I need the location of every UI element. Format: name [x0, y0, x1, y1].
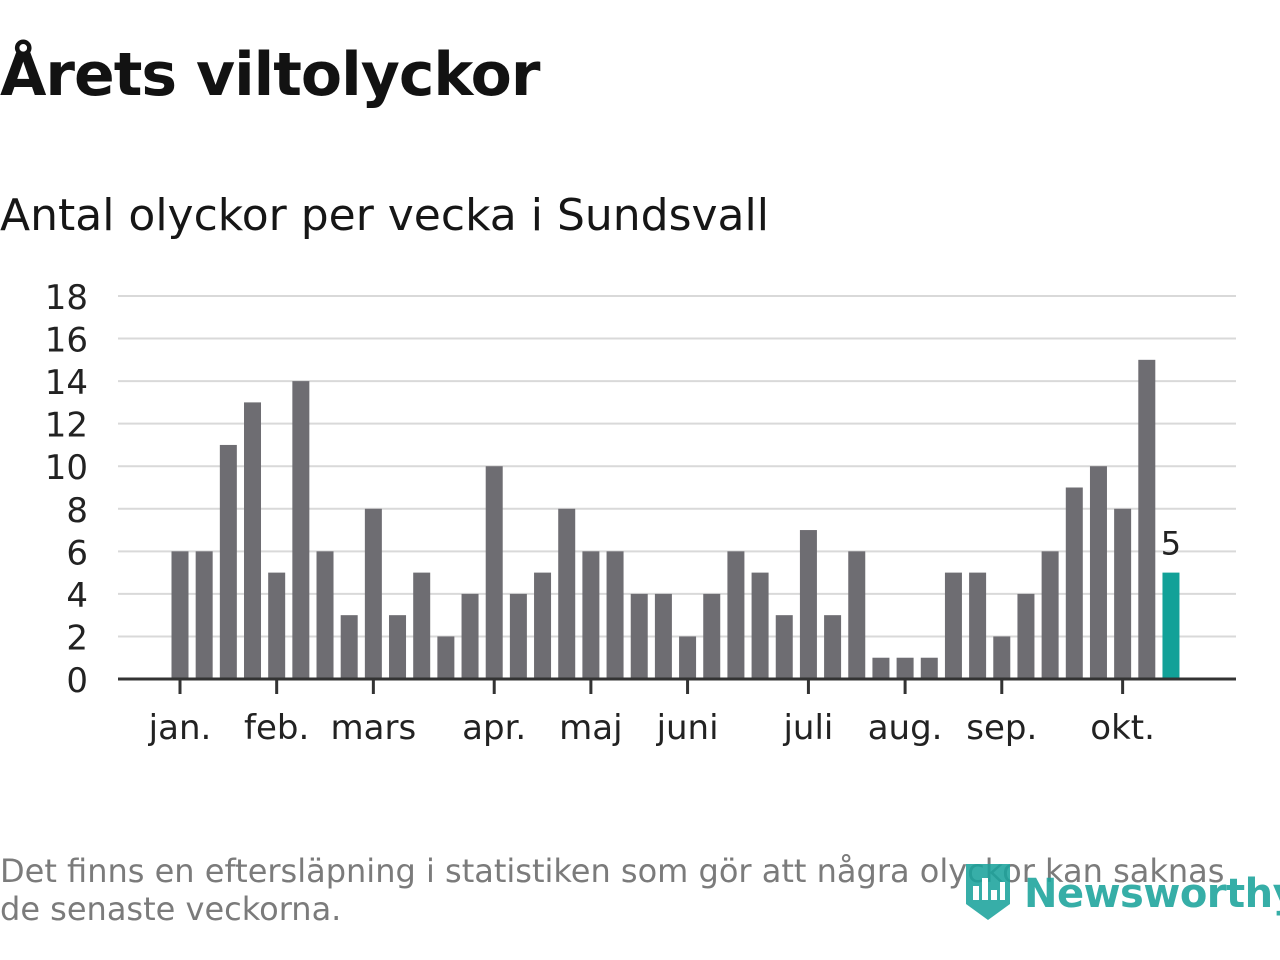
y-tick-label: 12	[45, 406, 88, 446]
y-tick-label: 0	[66, 661, 88, 701]
bar	[824, 615, 842, 679]
bar	[582, 551, 600, 679]
x-tick-label: apr.	[462, 708, 526, 748]
bar	[558, 508, 576, 679]
y-tick-label: 14	[45, 363, 88, 403]
bar	[219, 444, 237, 679]
x-axis-labels: jan. feb. mars apr. maj juni juli aug. sep. okt.	[148, 708, 1155, 748]
x-tick-label: jan.	[148, 708, 212, 748]
footnote: Det finns en eftersläpning i statistiken…	[0, 852, 1225, 928]
bar	[268, 572, 286, 679]
x-tick-label: juli	[782, 708, 833, 748]
bar	[630, 593, 648, 679]
y-tick-label: 10	[45, 448, 88, 488]
bar	[195, 551, 213, 679]
brand-logo: Newsworthy	[962, 862, 1280, 926]
x-tick-label: feb.	[244, 708, 309, 748]
bar	[244, 402, 262, 679]
bar	[1017, 593, 1035, 679]
bar	[993, 636, 1011, 679]
bar	[461, 593, 479, 679]
brand-name: Newsworthy	[1024, 871, 1280, 917]
bar	[775, 615, 793, 679]
bar	[969, 572, 987, 679]
y-tick-label: 16	[45, 321, 88, 361]
y-tick-label: 6	[66, 533, 88, 573]
y-tick-label: 18	[45, 278, 88, 318]
bar	[896, 657, 914, 679]
bar	[703, 593, 721, 679]
bar	[606, 551, 624, 679]
bar	[1065, 487, 1083, 679]
bar	[920, 657, 938, 679]
x-tick-label: mars	[331, 708, 417, 748]
bar	[340, 615, 358, 679]
bar	[292, 381, 310, 679]
bar	[1114, 508, 1132, 679]
y-tick-label: 2	[66, 618, 88, 658]
bar	[389, 615, 407, 679]
bar	[1041, 551, 1059, 679]
bar	[848, 551, 866, 679]
bar	[1138, 359, 1156, 679]
bar	[485, 466, 503, 679]
bar	[413, 572, 431, 679]
bar	[751, 572, 769, 679]
bar	[364, 508, 382, 679]
bar	[799, 530, 817, 679]
annotations: 5	[1161, 525, 1181, 563]
bar	[679, 636, 697, 679]
bars	[171, 359, 1180, 679]
x-axis	[118, 677, 1236, 694]
bar	[509, 593, 527, 679]
bar	[727, 551, 745, 679]
x-tick-label: juni	[656, 708, 719, 748]
x-tick-label: maj	[559, 708, 622, 748]
x-tick-label: okt.	[1090, 708, 1155, 748]
chart-title: Årets viltolyckor	[0, 40, 540, 110]
bar	[534, 572, 552, 679]
x-tick-label: sep.	[966, 708, 1037, 748]
y-tick-label: 8	[66, 491, 88, 531]
y-tick-label: 4	[66, 576, 88, 616]
bar	[1089, 466, 1107, 679]
bar	[316, 551, 334, 679]
bar	[171, 551, 189, 679]
bar	[944, 572, 962, 679]
bar-latest-week	[1162, 572, 1180, 679]
bar	[654, 593, 672, 679]
data-label-latest-week: 5	[1161, 525, 1181, 563]
chart-subtitle: Antal olyckor per vecka i Sundsvall	[0, 190, 769, 241]
newsworthy-logo-icon	[962, 860, 1014, 928]
x-tick-label: aug.	[868, 708, 943, 748]
bar	[872, 657, 890, 679]
bar	[437, 636, 455, 679]
